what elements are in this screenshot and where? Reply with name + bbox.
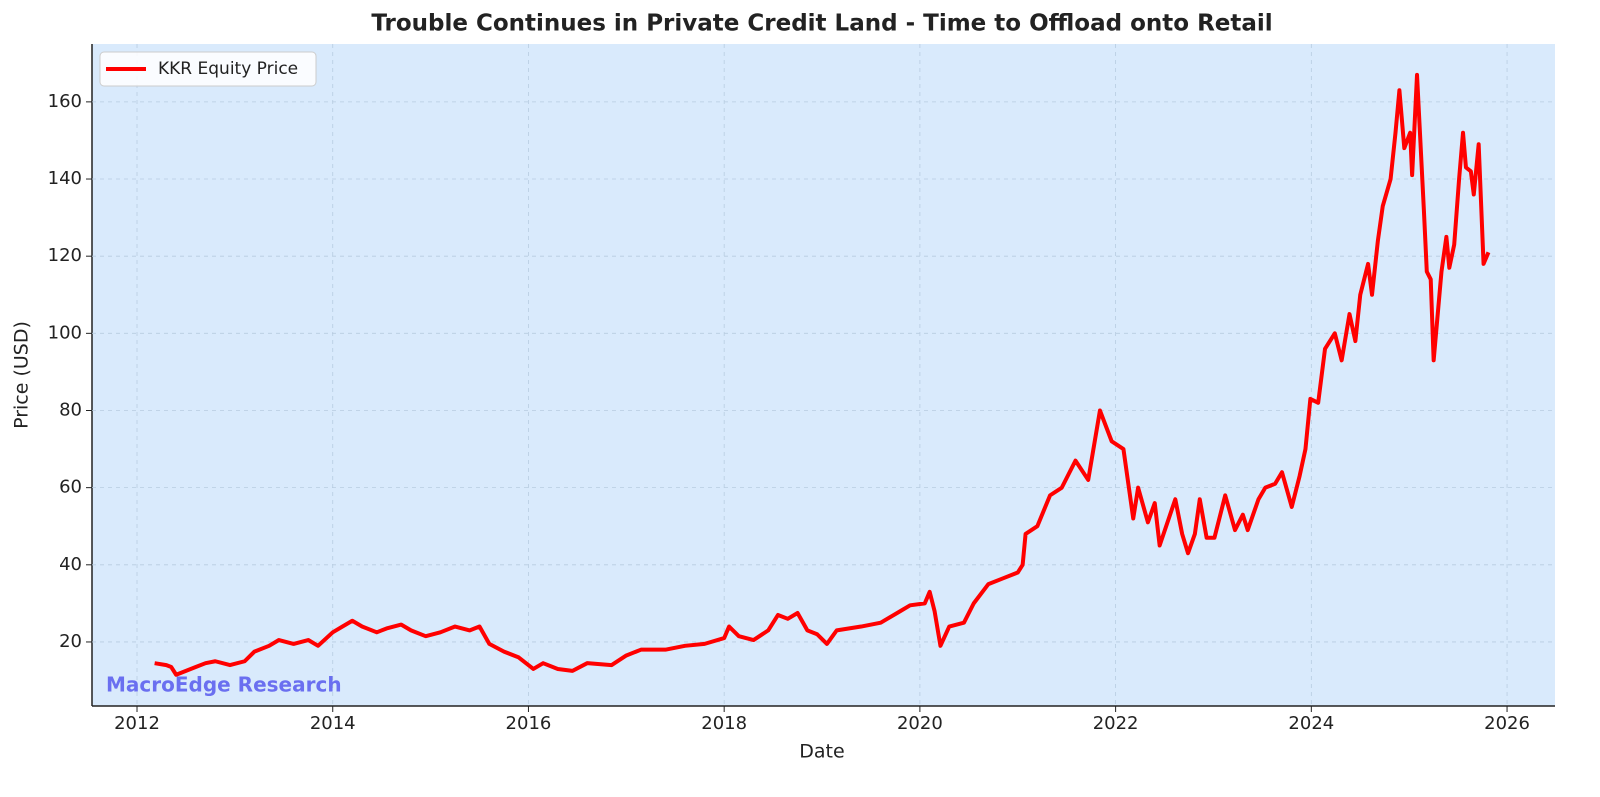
x-tick-label: 2018 [701, 713, 747, 734]
y-tick-label: 60 [59, 477, 82, 498]
x-tick-label: 2012 [114, 713, 160, 734]
x-tick-label: 2024 [1288, 713, 1334, 734]
watermark: MacroEdge Research [106, 673, 342, 697]
legend-label: KKR Equity Price [158, 59, 298, 79]
x-tick-label: 2026 [1484, 713, 1530, 734]
x-tick-label: 2016 [506, 713, 552, 734]
y-tick-label: 20 [59, 631, 82, 652]
chart-title: Trouble Continues in Private Credit Land… [371, 11, 1272, 37]
y-axis-label: Price (USD) [11, 321, 33, 429]
plot-area [92, 44, 1555, 706]
x-tick-label: 2022 [1093, 713, 1139, 734]
y-tick-label: 100 [48, 322, 82, 343]
x-axis-label: Date [799, 741, 844, 763]
price-line [154, 72, 1491, 677]
x-tick-label: 2014 [310, 713, 356, 734]
y-tick-label: 120 [48, 245, 82, 266]
legend-box [99, 51, 317, 87]
y-tick-label: 40 [59, 554, 82, 575]
y-tick-label: 80 [59, 399, 82, 420]
x-tick-label: 2020 [897, 713, 943, 734]
y-tick-label: 140 [48, 168, 82, 189]
y-tick-label: 160 [48, 91, 82, 112]
